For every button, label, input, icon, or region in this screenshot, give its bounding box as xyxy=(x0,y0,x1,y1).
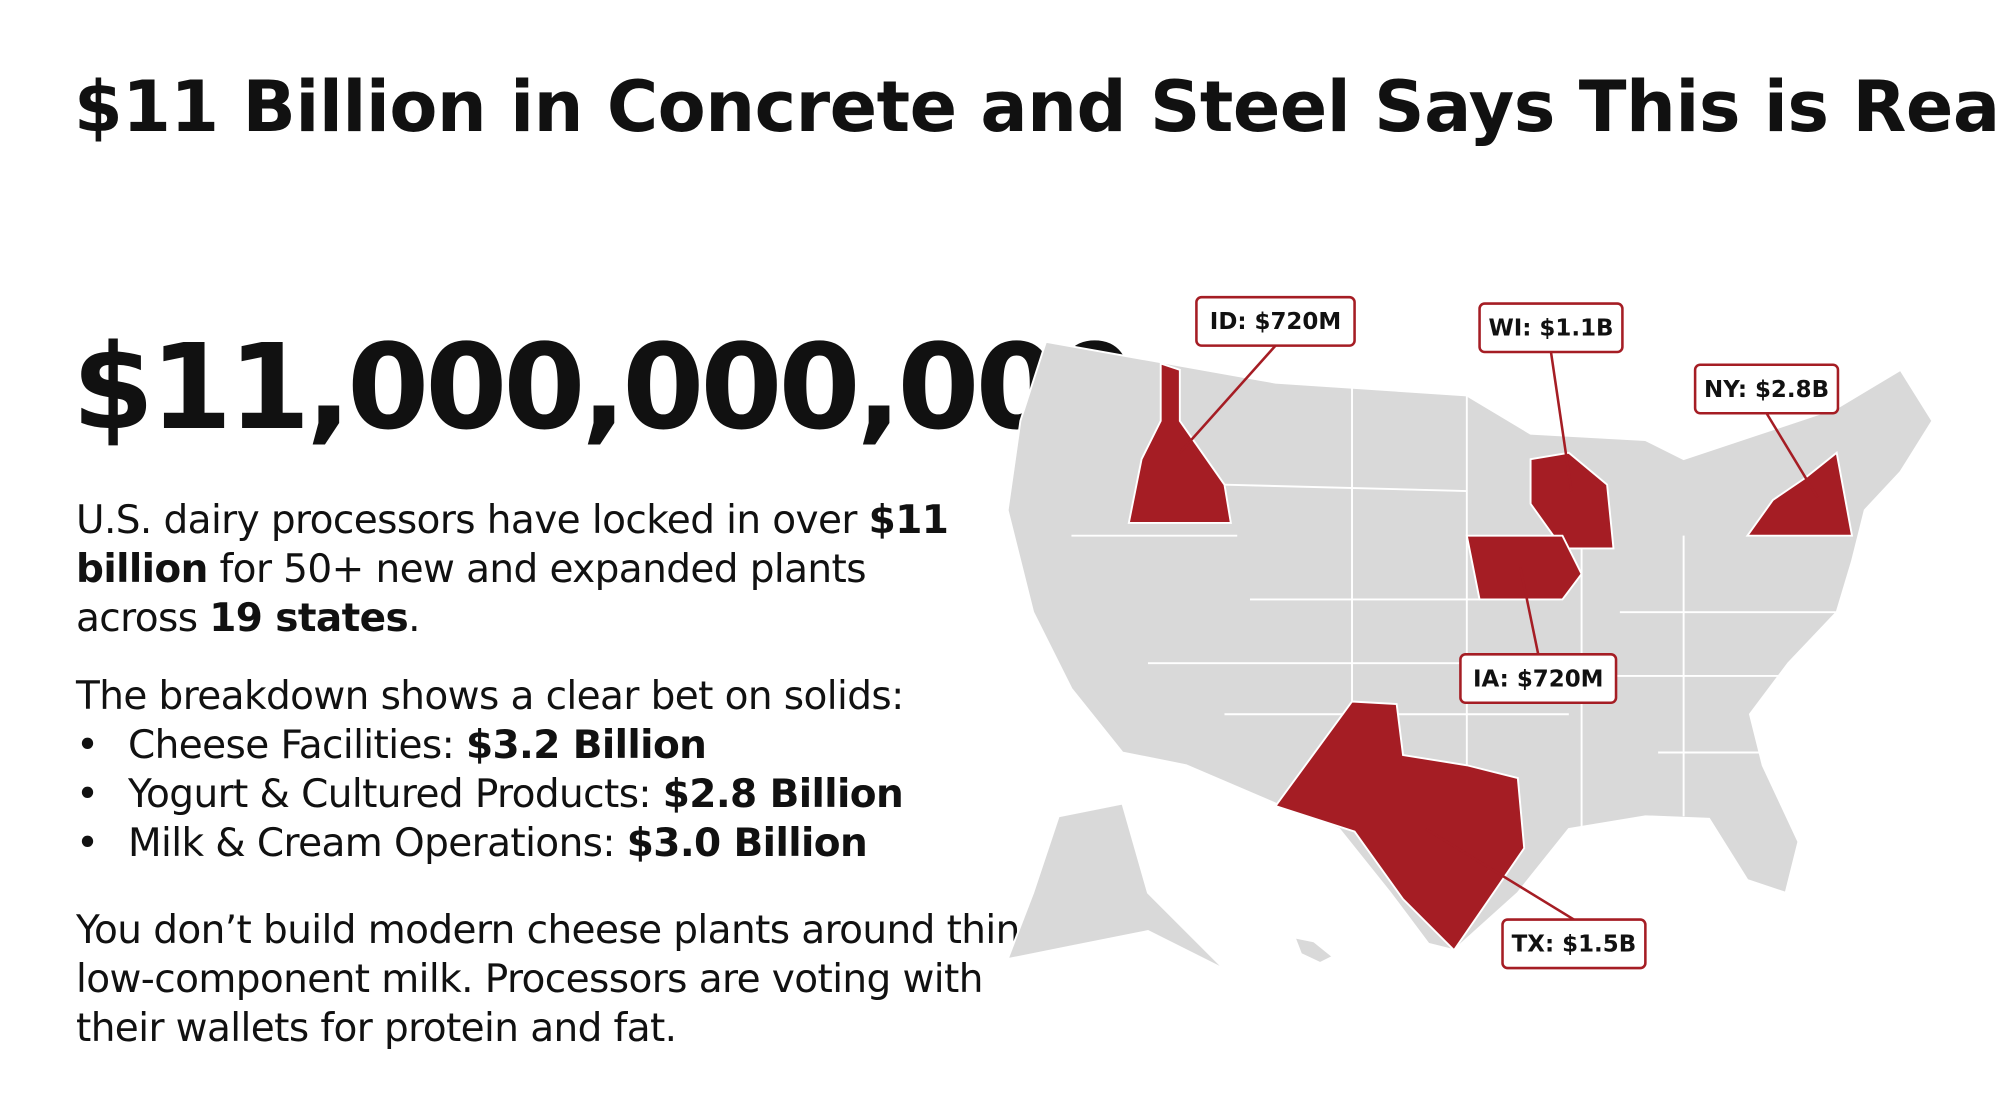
callout-leader xyxy=(1425,827,1575,921)
callout-box xyxy=(1195,295,1356,347)
item-amount: $3.0 Billion xyxy=(626,821,868,866)
item-label: Cheese Facilities: xyxy=(128,723,466,768)
breakdown-list: Cheese Facilities: $3.2 BillionYogurt & … xyxy=(76,721,1036,868)
breakdown: The breakdown shows a clear bet on solid… xyxy=(76,672,1036,868)
item-amount: $3.2 Billion xyxy=(465,723,707,768)
callout-box xyxy=(1693,363,1840,415)
closing-paragraph: You don’t build modern cheese plants aro… xyxy=(76,908,1032,1051)
text-run: . xyxy=(408,596,420,641)
breakdown-lead: The breakdown shows a clear bet on solid… xyxy=(76,674,904,719)
callout-leader xyxy=(1519,567,1540,655)
map-base xyxy=(1006,340,1934,971)
item-label: Yogurt & Cultured Products: xyxy=(128,772,663,817)
wisconsin xyxy=(1529,451,1615,550)
callout-box xyxy=(1501,918,1647,970)
callout-label: NY: $2.8B xyxy=(1704,377,1829,403)
iowa xyxy=(1465,534,1583,601)
breakdown-item: Yogurt & Cultured Products: $2.8 Billion xyxy=(76,770,1036,819)
new-york xyxy=(1745,451,1854,537)
emphasis: 19 states xyxy=(209,596,409,641)
idaho xyxy=(1127,362,1232,524)
emphasis: $11 billion xyxy=(76,498,949,592)
callouts: ID: $720M WI: $1.1B NY: $2.8B IA: $720M TX: … xyxy=(1178,295,1840,970)
text-run: U.S. dairy processors have locked in ove… xyxy=(76,498,869,543)
highlighted-states xyxy=(1127,362,1854,952)
callout-label: TX: $1.5B xyxy=(1512,932,1637,958)
headline-figure: $11,000,000,000 xyxy=(72,318,1136,456)
callout-label: ID: $720M xyxy=(1210,309,1341,335)
callout-leader xyxy=(1178,344,1277,454)
hawaii xyxy=(1293,936,1335,965)
callout-leader xyxy=(1765,412,1819,499)
callout-box xyxy=(1459,653,1618,705)
callout-label: IA: $720M xyxy=(1473,666,1604,692)
callout-leader xyxy=(1549,351,1573,492)
text-run: for 50+ new and expanded plants across xyxy=(76,547,867,641)
callout-label: WI: $1.1B xyxy=(1488,316,1613,342)
texas xyxy=(1273,700,1526,952)
slide-title: $11 Billion in Concrete and Steel Says T… xyxy=(74,66,2000,148)
intro-paragraph: U.S. dairy processors have locked in ove… xyxy=(76,496,956,643)
item-amount: $2.8 Billion xyxy=(662,772,904,817)
breakdown-item: Milk & Cream Operations: $3.0 Billion xyxy=(76,819,1036,868)
callout-box xyxy=(1478,302,1624,354)
breakdown-item: Cheese Facilities: $3.2 Billion xyxy=(76,721,1036,770)
alaska xyxy=(1006,802,1226,971)
us-outline xyxy=(1006,340,1934,952)
item-label: Milk & Cream Operations: xyxy=(128,821,627,866)
